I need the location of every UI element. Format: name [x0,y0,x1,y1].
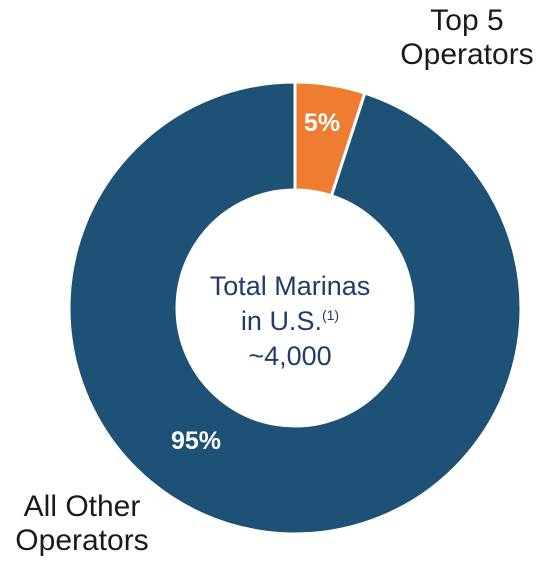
top-label-line2: Operators [400,38,534,71]
center-subtitle: in U.S.(1) [160,305,420,337]
center-total: ~4,000 [248,341,332,371]
center-footnote: (1) [321,307,340,323]
center-subtitle-text: in U.S. [240,306,322,336]
slice-value-label-top-5: 5% [304,109,340,137]
donut-slice-all-other [67,80,523,536]
bottom-label-line1: All Other [23,490,141,523]
slice-value-label-all-other: 95% [171,427,221,455]
bottom-label-line2: Operators [15,524,149,557]
center-title: Total Marinas [209,271,371,301]
all-other-operators-label: All Other Operators [2,490,162,558]
top-label-line1: Top 5 [430,4,504,37]
top-5-operators-label: Top 5 Operators [392,4,539,72]
